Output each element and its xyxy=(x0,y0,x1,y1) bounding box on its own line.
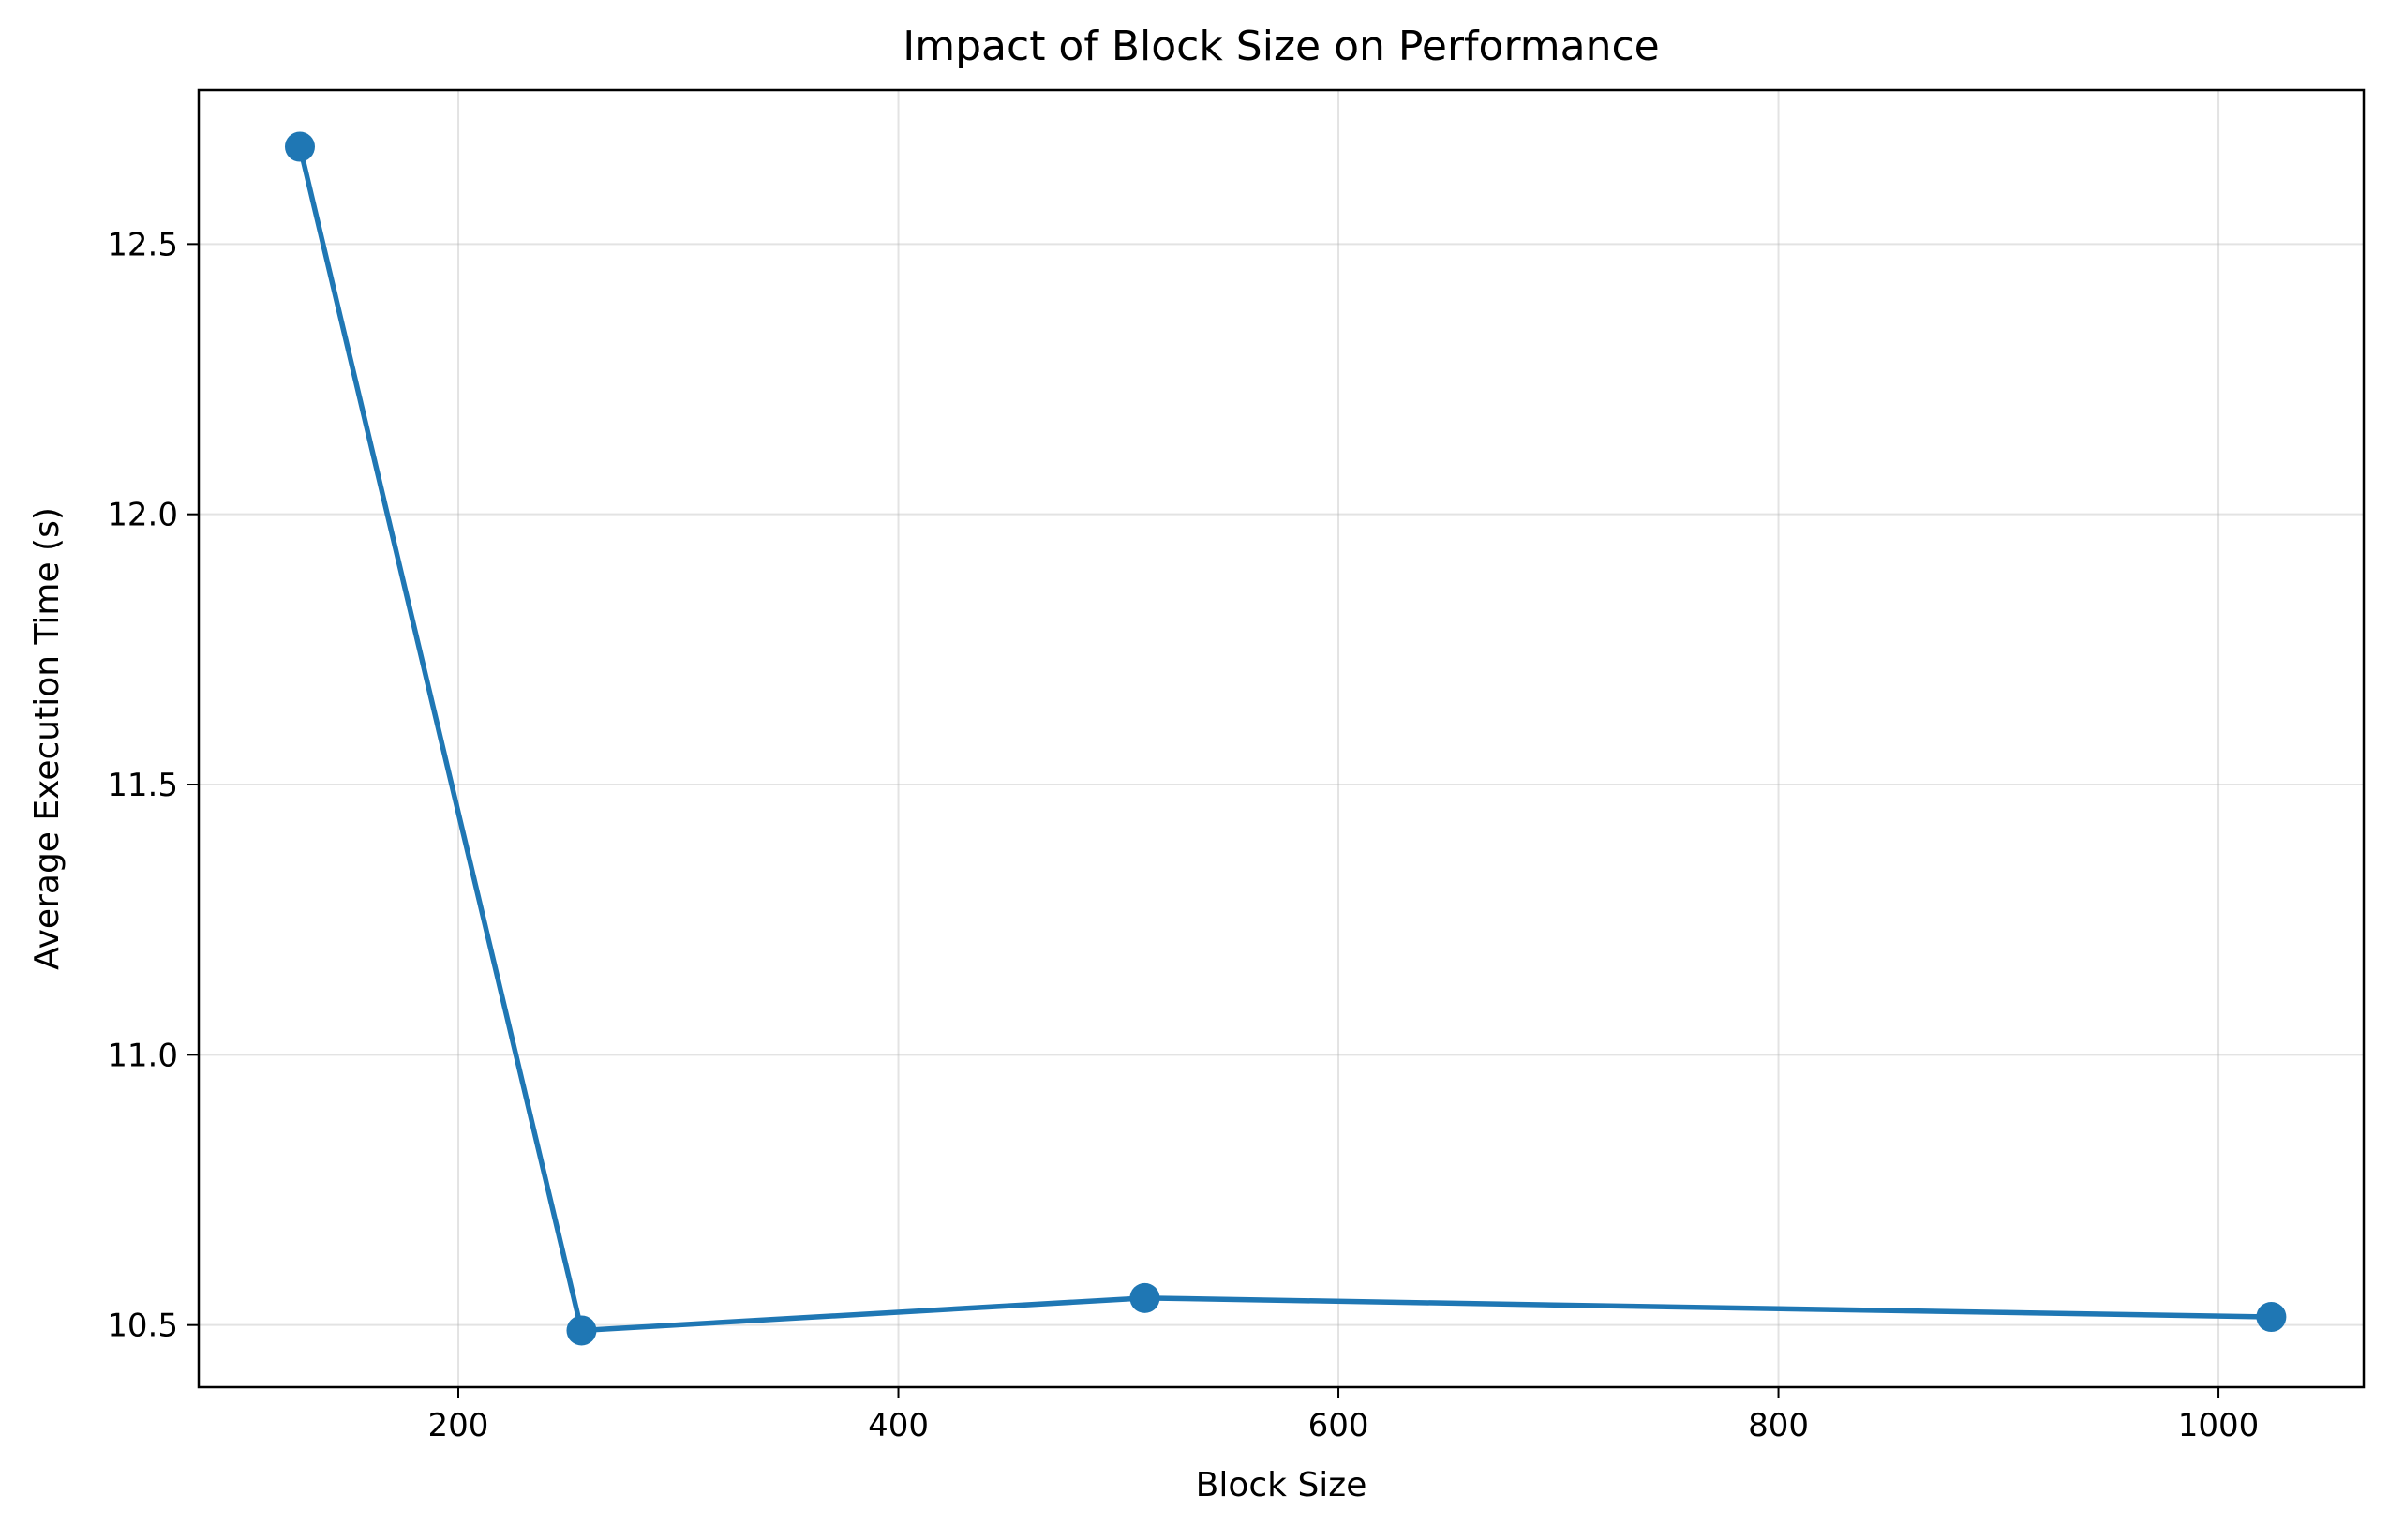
x-tick-label: 800 xyxy=(1748,1407,1809,1444)
y-tick-label: 12.0 xyxy=(107,497,178,534)
x-tick-label: 600 xyxy=(1308,1407,1369,1444)
plot-frame xyxy=(197,88,2366,1389)
y-tick-label: 10.5 xyxy=(107,1308,178,1345)
y-tick-label: 11.5 xyxy=(107,767,178,804)
x-tick-label: 1000 xyxy=(2178,1407,2260,1444)
data-point xyxy=(284,131,315,162)
x-tick-label: 200 xyxy=(428,1407,489,1444)
data-point xyxy=(566,1315,597,1346)
chart-title: Impact of Block Size on Performance xyxy=(903,22,1659,70)
y-axis-label: Average Execution Time (s) xyxy=(28,507,67,970)
series-line xyxy=(297,145,2272,1334)
y-tick-label: 11.0 xyxy=(107,1037,178,1074)
x-axis-label: Block Size xyxy=(1196,1466,1367,1504)
x-tick-label: 400 xyxy=(868,1407,929,1444)
data-point xyxy=(1129,1282,1160,1313)
series-layer xyxy=(284,131,2287,1346)
grid xyxy=(199,90,2364,1387)
ticks: 200 400 600 800 1000 10.5 11.0 11.5 12.0 12.5 xyxy=(107,226,2259,1444)
data-point xyxy=(2256,1302,2287,1333)
y-tick-label: 12.5 xyxy=(107,226,178,263)
